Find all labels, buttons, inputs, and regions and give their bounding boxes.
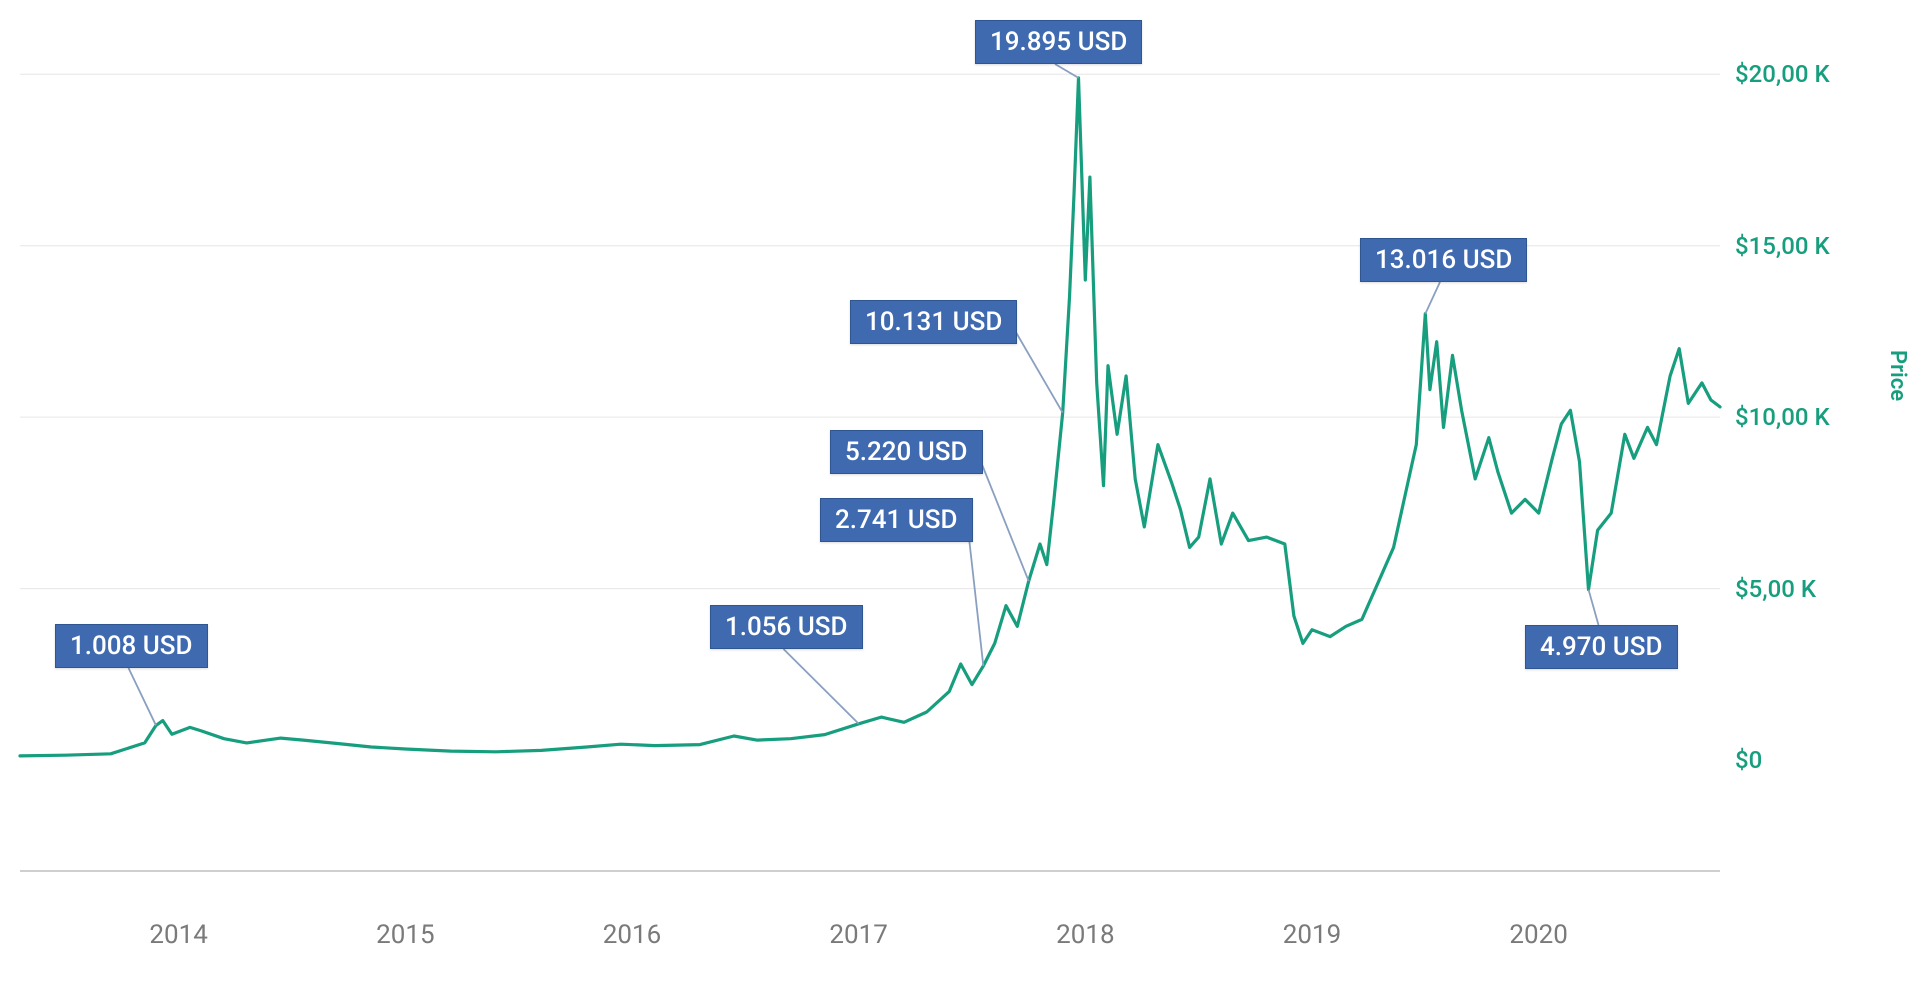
price-chart: $0 $5,00 K $10,00 K $15,00 K $20,00 K 2014 20… <box>0 0 1920 982</box>
callout-label: 1.056 USD <box>710 605 863 649</box>
x-tick-label: 2016 <box>603 920 661 950</box>
y-tick-label: $5,00 K <box>1735 575 1816 603</box>
callout-label: 5.220 USD <box>830 430 983 474</box>
y-tick-label: $0 <box>1735 746 1762 774</box>
x-tick-label: 2018 <box>1056 920 1114 950</box>
x-tick-label: 2019 <box>1283 920 1341 950</box>
y-tick-label: $10,00 K <box>1735 403 1830 431</box>
x-tick-label: 2020 <box>1509 920 1567 950</box>
x-tick-label: 2015 <box>376 920 434 950</box>
callout-label: 1.008 USD <box>55 624 208 668</box>
callout-label: 4.970 USD <box>1525 625 1678 669</box>
callout-label: 19.895 USD <box>975 20 1142 64</box>
x-axis-line <box>20 870 1720 872</box>
plot-area <box>20 40 1720 760</box>
callout-label: 2.741 USD <box>820 498 973 542</box>
callout-leaders <box>20 40 1720 760</box>
y-tick-label: $15,00 K <box>1735 232 1830 260</box>
x-tick-label: 2017 <box>829 920 887 950</box>
y-tick-label: $20,00 K <box>1735 60 1830 88</box>
y-axis-title: Price <box>1885 350 1910 401</box>
x-tick-label: 2014 <box>149 920 207 950</box>
callout-label: 10.131 USD <box>850 300 1017 344</box>
callout-label: 13.016 USD <box>1360 238 1527 282</box>
